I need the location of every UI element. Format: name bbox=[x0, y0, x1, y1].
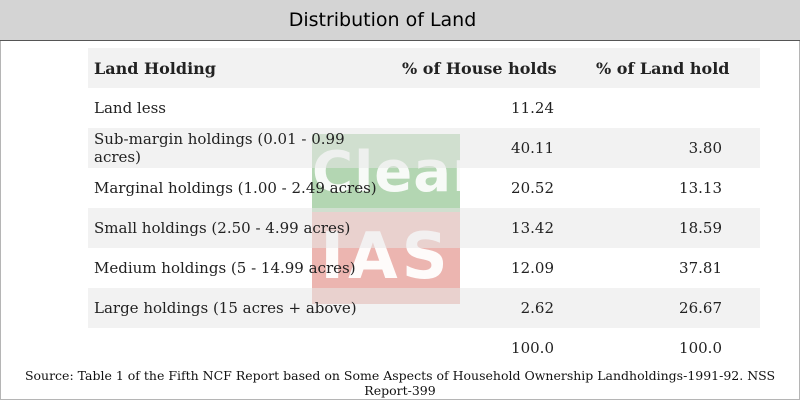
land-distribution-table: Land Holding % of House holds % of Land … bbox=[88, 48, 760, 368]
cell-category: Large holdings (15 acres + above) bbox=[88, 288, 394, 328]
cell-category: Medium holdings (5 - 14.99 acres) bbox=[94, 259, 356, 277]
cell-households: 11.24 bbox=[511, 99, 554, 117]
cell-land-hold bbox=[588, 88, 760, 128]
cell-category: Sub-margin holdings (0.01 - 0.99 acres) bbox=[88, 128, 394, 168]
cell-category bbox=[88, 328, 394, 368]
column-header-land-hold: % of Land hold bbox=[588, 48, 760, 88]
cell-category: Marginal holdings (1.00 - 2.49 acres) bbox=[94, 179, 377, 197]
cell-land-hold: 18.59 bbox=[588, 208, 760, 248]
table-row: Marginal holdings (1.00 - 2.49 acres) 20… bbox=[88, 168, 760, 208]
cell-households: 13.42 bbox=[394, 208, 588, 248]
page-title: Distribution of Land bbox=[288, 9, 477, 31]
cell-land-hold: 26.67 bbox=[588, 288, 760, 328]
source-note: Source: Table 1 of the Fifth NCF Report … bbox=[24, 368, 776, 398]
table-row: Land less 11.24 bbox=[88, 88, 760, 128]
cell-land-hold: 13.13 bbox=[679, 179, 722, 197]
cell-households: 20.52 bbox=[511, 179, 554, 197]
column-header-land-holding: Land Holding bbox=[88, 48, 394, 88]
cell-households-total: 100.0 bbox=[511, 339, 554, 357]
table-header-row: Land Holding % of House holds % of Land … bbox=[88, 48, 760, 88]
cell-households: 40.11 bbox=[394, 128, 588, 168]
cell-land-hold: 37.81 bbox=[679, 259, 722, 277]
cell-category: Small holdings (2.50 - 4.99 acres) bbox=[88, 208, 394, 248]
column-header-households: % of House holds bbox=[394, 48, 588, 88]
cell-category: Land less bbox=[94, 99, 167, 117]
cell-households: 2.62 bbox=[394, 288, 588, 328]
title-bar: Distribution of Land bbox=[0, 0, 800, 41]
table-row: Large holdings (15 acres + above) 2.62 2… bbox=[88, 288, 760, 328]
table-row: Sub-margin holdings (0.01 - 0.99 acres) … bbox=[88, 128, 760, 168]
cell-households: 12.09 bbox=[511, 259, 554, 277]
table-row: Small holdings (2.50 - 4.99 acres) 13.42… bbox=[88, 208, 760, 248]
cell-land-hold: 3.80 bbox=[588, 128, 760, 168]
table-total-row: 100.0 100.0 bbox=[88, 328, 760, 368]
cell-land-hold-total: 100.0 bbox=[679, 339, 722, 357]
table-row: Medium holdings (5 - 14.99 acres) 12.09 … bbox=[88, 248, 760, 288]
